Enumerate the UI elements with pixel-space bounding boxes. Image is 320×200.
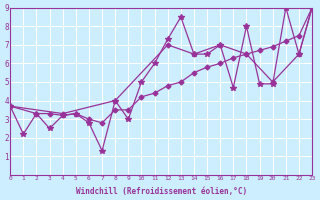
X-axis label: Windchill (Refroidissement éolien,°C): Windchill (Refroidissement éolien,°C) [76,187,247,196]
